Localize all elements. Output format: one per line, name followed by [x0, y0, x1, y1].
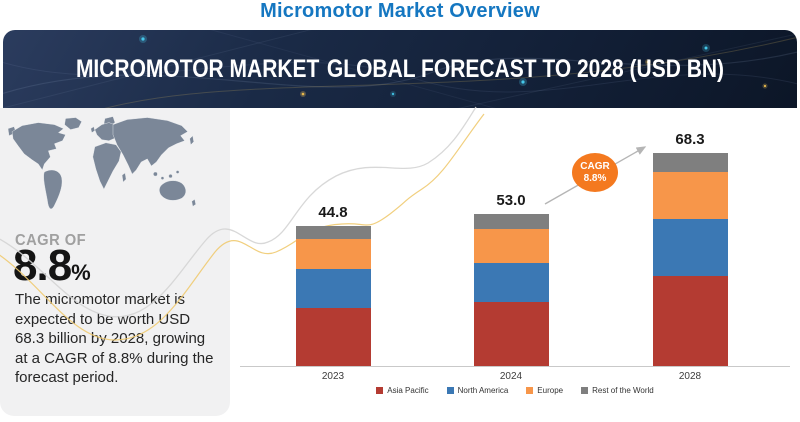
cagr-badge-value: 8.8%: [583, 173, 607, 184]
legend-item-asia-pacific: Asia Pacific: [376, 386, 429, 395]
bar-total-label: 53.0: [496, 192, 526, 210]
bar-total-label: 68.3: [675, 130, 705, 148]
legend-swatch: [446, 387, 454, 394]
stacked-bar-chart: 44.8 2023 53.0 2024 68.3 2028: [240, 108, 790, 382]
map-greenland: [64, 117, 82, 130]
bar-segment-europe: [295, 238, 371, 270]
legend-item-north-america: North America: [446, 386, 509, 395]
banner-title-market: MICROMOTOR MARKET: [75, 54, 320, 83]
bar-segment-north-america: [652, 218, 728, 277]
cagr-number: 8.8: [13, 241, 72, 290]
bar-segment-asia-pacific: [473, 301, 549, 366]
legend-label: Rest of the World: [592, 386, 654, 395]
bar-segment-asia-pacific: [295, 307, 371, 366]
world-map: [8, 116, 196, 210]
cagr-value-big: 8.8%: [13, 244, 91, 288]
map-south-america: [43, 169, 63, 210]
bar-segment-rest-of-the-world: [295, 226, 371, 239]
cagr-badge: CAGR 8.8%: [572, 153, 618, 192]
bar-segment-north-america: [295, 269, 371, 308]
banner-network-decoration: [3, 30, 797, 108]
bar-segment-rest-of-the-world: [652, 152, 728, 173]
legend-item-rest-of-the-world: Rest of the World: [581, 386, 654, 395]
bar-total-label: 44.8: [318, 204, 348, 222]
x-axis-line: [240, 366, 790, 367]
x-axis-label: 2028: [678, 371, 702, 382]
map-australia: [159, 180, 187, 201]
bar-segment-north-america: [473, 262, 549, 302]
map-africa: [92, 142, 122, 190]
banner-title-forecast: GLOBAL FORECAST TO 2028 (USD BN): [326, 54, 725, 83]
cagr-badge-label: CAGR: [580, 161, 610, 172]
bar-segment-europe: [473, 228, 549, 263]
legend-label: North America: [457, 386, 509, 395]
legend-swatch: [581, 387, 589, 394]
legend-label: Asia Pacific: [387, 386, 429, 395]
cagr-percent-sign: %: [71, 260, 91, 285]
x-axis-label: 2023: [321, 371, 345, 382]
summary-panel: CAGR OF 8.8% The micromotor market is ex…: [0, 108, 230, 416]
x-axis-label: 2024: [499, 371, 523, 382]
banner: MICROMOTOR MARKET GLOBAL FORECAST TO 202…: [3, 30, 797, 108]
map-north-america: [11, 122, 66, 171]
bar-segment-europe: [652, 172, 728, 219]
legend-swatch: [376, 387, 384, 394]
bar-segment-rest-of-the-world: [473, 214, 549, 229]
map-asia: [112, 117, 189, 175]
legend-item-europe: Europe: [526, 386, 563, 395]
legend-swatch: [526, 387, 534, 394]
bar-segment-asia-pacific: [652, 276, 728, 366]
chart-legend: Asia Pacific North America Europe Rest of t…: [240, 386, 790, 395]
page-title: Micromotor Market Overview: [260, 0, 540, 22]
banner-title: MICROMOTOR MARKET GLOBAL FORECAST TO 202…: [67, 30, 734, 108]
legend-label: Europe: [537, 386, 564, 395]
summary-text: The micromotor market is expected to be …: [15, 291, 214, 386]
